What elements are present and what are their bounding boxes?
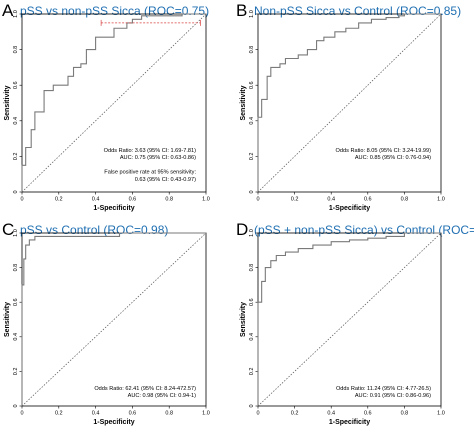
y-tick-label: 0.2 xyxy=(13,153,19,161)
x-tick-label: 0.8 xyxy=(401,197,409,203)
y-tick-label: 0.4 xyxy=(249,117,255,125)
statistics-annotation: AUC: 0.91 (95% CI: 0.86-0.96) xyxy=(355,393,431,399)
x-tick-label: 0.6 xyxy=(364,411,372,417)
panel-title: Non-pSS Sicca vs Control (ROC=0.85) xyxy=(254,4,461,18)
y-tick-label: 1.0 xyxy=(249,229,255,237)
roc-curve-line xyxy=(257,13,441,192)
diagonal-reference-line xyxy=(21,232,207,407)
panel-letter: B xyxy=(236,1,247,20)
y-axis-label: Sensitivity xyxy=(240,85,247,120)
x-tick-label: 0.6 xyxy=(129,197,137,203)
x-tick-label: 0.8 xyxy=(165,411,173,417)
statistics-annotation: False positive rate at 95% sensitivity: xyxy=(104,170,196,176)
x-tick-label: 1.0 xyxy=(437,411,445,417)
x-axis-label: 1-Specificity xyxy=(329,205,370,212)
x-tick-label: 0.4 xyxy=(327,197,335,203)
diagonal-reference-line xyxy=(257,13,442,193)
diagonal-reference-line xyxy=(21,13,207,193)
y-tick-label: 0.4 xyxy=(13,117,19,125)
y-tick-label: 0.6 xyxy=(249,81,255,89)
x-tick-label: 0 xyxy=(256,411,259,417)
roc-curve-line xyxy=(21,232,206,406)
roc-panel-d: D (pSS + non-pSS Sicca) vs Control (ROC= 0… xyxy=(236,220,474,426)
x-tick-label: 0.6 xyxy=(129,411,137,417)
y-tick-label: 0.4 xyxy=(13,333,19,341)
y-tick-label: 0.8 xyxy=(249,264,255,272)
y-tick-label: 0.4 xyxy=(249,333,255,341)
y-tick-label: 0.8 xyxy=(13,264,19,272)
statistics-annotation: Odds Ratio: 62.41 (95% CI: 8.24-472.57) xyxy=(94,386,196,392)
x-tick-label: 0.4 xyxy=(327,411,335,417)
y-axis-label: Sensitivity xyxy=(4,302,11,337)
x-tick-label: 0.4 xyxy=(92,197,100,203)
panel-title: pSS vs Control (ROC=0.98) xyxy=(20,223,168,237)
y-tick-label: 0.6 xyxy=(13,81,19,89)
y-tick-label: 0 xyxy=(13,190,19,193)
y-tick-label: 1.0 xyxy=(13,10,19,18)
statistics-annotation: AUC: 0.75 (95% CI: 0.63-0.86) xyxy=(120,155,196,161)
y-tick-label: 0.6 xyxy=(249,298,255,306)
y-tick-label: 0 xyxy=(249,190,255,193)
x-tick-label: 0.8 xyxy=(165,197,173,203)
statistics-annotation: Odds Ratio: 8.05 (95% CI: 3.24-19.99) xyxy=(336,148,432,154)
y-tick-label: 0.2 xyxy=(249,368,255,376)
x-tick-label: 0.2 xyxy=(291,411,299,417)
y-axis-label: Sensitivity xyxy=(240,302,247,337)
x-tick-label: 0 xyxy=(20,197,23,203)
y-tick-label: 0.8 xyxy=(249,46,255,54)
x-tick-label: 1.0 xyxy=(437,197,445,203)
statistics-annotation: AUC: 0.85 (95% CI: 0.76-0.94) xyxy=(355,155,431,161)
x-tick-label: 0 xyxy=(256,197,259,203)
statistics-annotation: 0.63 (95% CI: 0.43-0.97) xyxy=(135,177,196,183)
panel-letter: A xyxy=(2,1,14,20)
x-tick-label: 0.2 xyxy=(291,197,299,203)
panel-letter: C xyxy=(2,220,14,239)
roc-curve-line xyxy=(257,232,441,406)
panel-title: pSS vs non-pSS Sicca (ROC=0.75) xyxy=(20,4,209,18)
x-tick-label: 0.8 xyxy=(401,411,409,417)
statistics-annotation: AUC: 0.98 (95% CI: 0.94-1) xyxy=(128,393,197,399)
x-tick-label: 0.4 xyxy=(92,411,100,417)
x-tick-label: 1.0 xyxy=(202,411,210,417)
plot-frame xyxy=(21,13,207,193)
panel-letter: D xyxy=(236,220,248,239)
y-tick-label: 1.0 xyxy=(249,10,255,18)
diagonal-reference-line xyxy=(257,232,442,407)
roc-curve-line xyxy=(21,13,206,192)
y-tick-label: 0.2 xyxy=(249,153,255,161)
statistics-annotation: Odds Ratio: 3.63 (95% CI: 1.69-7.81) xyxy=(104,148,196,154)
y-tick-label: 0 xyxy=(13,404,19,407)
statistics-annotation: Odds Ratio: 11.24 (95% CI: 4.77-26.5) xyxy=(336,386,431,392)
x-tick-label: 0.6 xyxy=(364,197,372,203)
y-tick-label: 0.8 xyxy=(13,46,19,54)
x-axis-label: 1-Specificity xyxy=(329,419,370,426)
y-axis-label: Sensitivity xyxy=(4,85,11,120)
x-tick-label: 0 xyxy=(20,411,23,417)
y-tick-label: 1.0 xyxy=(13,229,19,237)
y-tick-label: 0.6 xyxy=(13,298,19,306)
plot-frame xyxy=(257,13,442,193)
roc-panel-b: B Non-pSS Sicca vs Control (ROC=0.85) 0 0.2… xyxy=(236,1,461,212)
x-tick-label: 0.2 xyxy=(55,197,63,203)
x-axis-label: 1-Specificity xyxy=(93,205,134,212)
x-axis-label: 1-Specificity xyxy=(93,419,134,426)
x-tick-label: 1.0 xyxy=(202,197,210,203)
x-tick-label: 0.2 xyxy=(55,411,63,417)
y-tick-label: 0.2 xyxy=(13,368,19,376)
y-tick-label: 0 xyxy=(249,404,255,407)
